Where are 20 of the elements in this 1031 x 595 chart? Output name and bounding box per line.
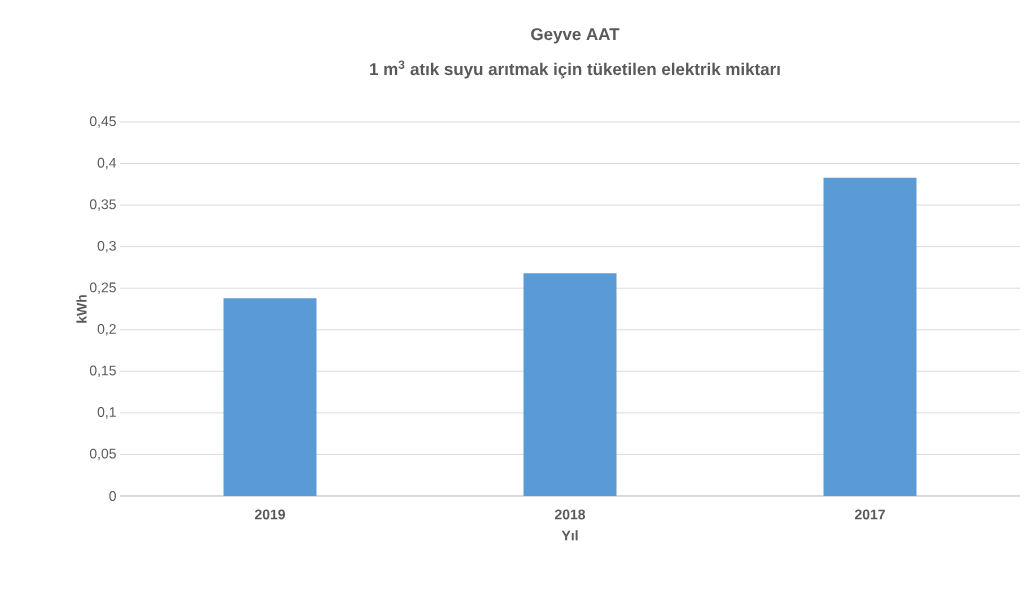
bar <box>823 177 917 496</box>
x-tick-label: 2017 <box>854 509 885 520</box>
y-tick-label: 0,4 <box>97 157 117 170</box>
y-tick-label: 0,2 <box>97 323 116 336</box>
y-tick-label: 0,1 <box>97 407 116 419</box>
y-tick-label: 0 <box>109 491 116 501</box>
x-tick-label: 2019 <box>254 509 286 520</box>
y-tick-label: 0,3 <box>97 240 116 253</box>
y-tick-label: 0,35 <box>89 199 116 211</box>
y-tick-label: 0,25 <box>89 282 116 294</box>
chart-subtitle: 1 m$^{3}$ atık suyu arıtmak için tüketilen elektrik miktarı <box>370 60 780 79</box>
y-tick-label: 0,45 <box>89 116 116 128</box>
y-tick-label: 0,05 <box>89 448 116 461</box>
y-axis-title: kWh <box>76 295 87 323</box>
y-tick-label: 0,15 <box>89 365 116 378</box>
bar <box>523 273 617 496</box>
x-tick-label: 2018 <box>554 509 586 520</box>
chart-title: Geyve AAT <box>531 28 620 44</box>
bar <box>223 298 317 496</box>
x-axis-title: Yıl <box>561 530 578 541</box>
